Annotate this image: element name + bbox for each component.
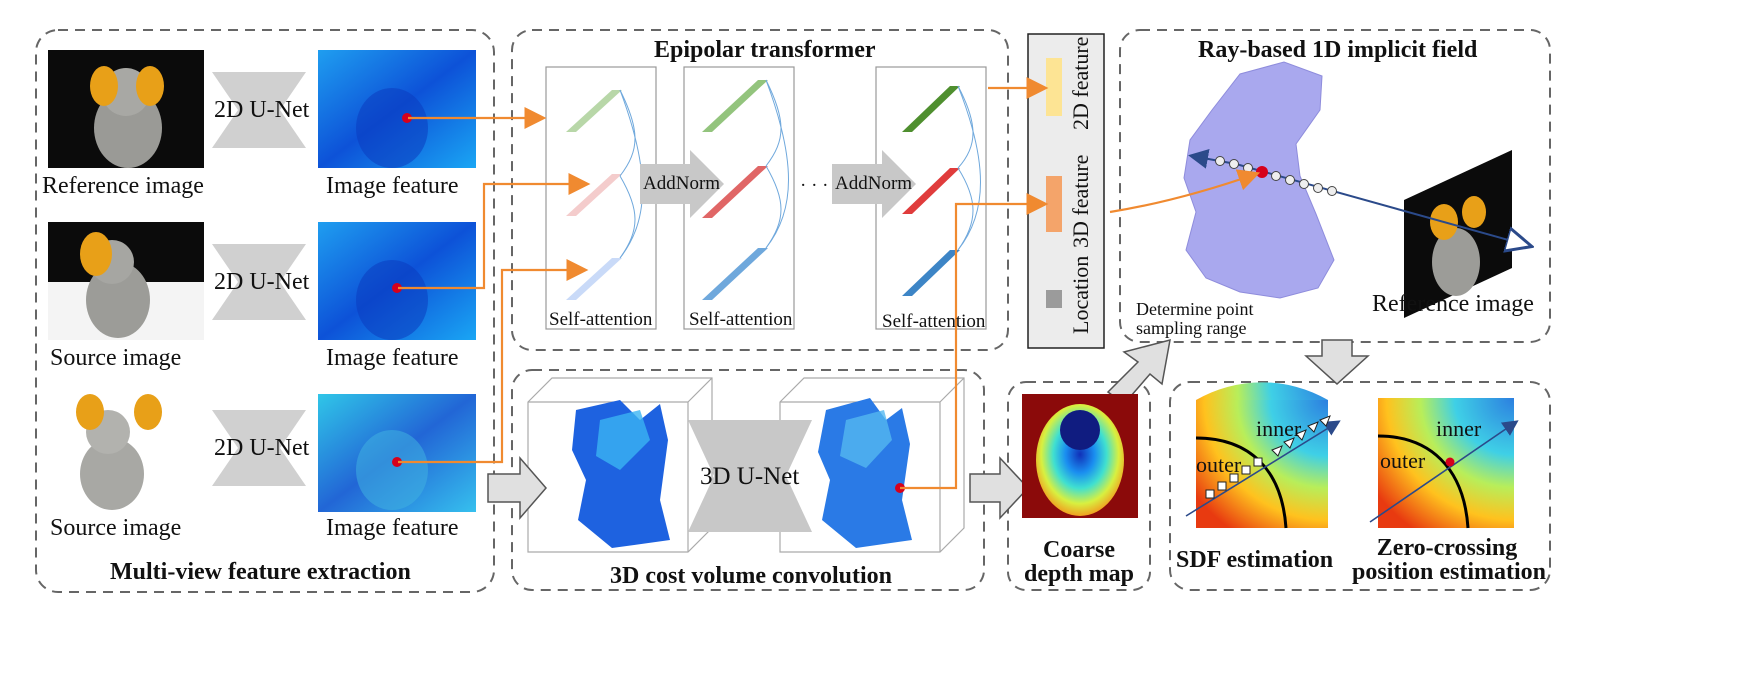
depth-title-line1: Coarse	[1043, 537, 1115, 563]
feature-point-2	[392, 283, 402, 293]
unet-2d-label-3: 2D U-Net	[214, 435, 310, 461]
feature-maps	[318, 50, 476, 512]
zero-crossing-title-line2: position estimation	[1352, 559, 1547, 585]
addnorm-label-1: AddNorm	[643, 173, 721, 194]
lavender-bunny	[1183, 61, 1335, 299]
depth-title-line2: depth map	[1023, 561, 1135, 587]
source-image-label-2: Source image	[50, 515, 182, 541]
unet-3d-shape	[688, 420, 812, 532]
token-bars	[566, 80, 960, 300]
reference-image-label-ray: Reference image	[1372, 291, 1534, 317]
feature-chip-location	[1046, 290, 1062, 308]
reference-image-label: Reference image	[42, 173, 204, 199]
input-images	[48, 50, 204, 510]
inner-label-2: inner	[1436, 416, 1482, 441]
source-image-label-1: Source image	[50, 345, 182, 371]
feature-extraction-title: Multi-view feature extraction	[110, 559, 411, 585]
feature-3d-label: 3D feature	[1068, 154, 1093, 248]
unet-2d-label-1: 2D U-Net	[214, 97, 310, 123]
cost-volume-cubes	[527, 377, 965, 553]
zero-crossing-title-line1: Zero-crossing	[1376, 535, 1518, 561]
feature-2d-label: 2D feature	[1068, 36, 1093, 130]
self-attention-label-3: Self-attention	[882, 311, 986, 332]
unet-2d-shapes	[212, 72, 306, 486]
sampling-range-label: Determine point sampling range	[1136, 299, 1254, 338]
inner-label-1: inner	[1256, 416, 1302, 441]
outer-label-1: outer	[1196, 452, 1242, 477]
sdf-estimation-title: SDF estimation	[1176, 547, 1334, 573]
feature-extraction-panel	[35, 29, 495, 593]
feature-chip-2d	[1046, 58, 1062, 116]
ray-field-title: Ray-based 1D implicit field	[1198, 37, 1478, 63]
ellipsis: · · ·	[800, 175, 829, 196]
zero-crossing-figure	[1369, 398, 1519, 529]
addnorm-arrows	[640, 150, 916, 218]
sdf-estimation-figure	[1185, 382, 1341, 529]
unet-2d-label-2: 2D U-Net	[214, 269, 310, 295]
epipolar-title: Epipolar transformer	[654, 37, 876, 63]
location-label: Location	[1068, 255, 1093, 334]
sdf-panel	[1169, 381, 1551, 591]
feature-point-1	[402, 113, 412, 123]
self-attention-label-2: Self-attention	[689, 309, 793, 330]
outer-label-2: outer	[1380, 448, 1426, 473]
self-attention-label-1: Self-attention	[549, 309, 653, 330]
surface-point	[1256, 166, 1268, 178]
addnorm-label-2: AddNorm	[835, 173, 913, 194]
image-feature-label-1: Image feature	[326, 173, 459, 199]
cost-volume-title: 3D cost volume convolution	[610, 563, 892, 589]
feature-chip-3d	[1046, 176, 1062, 232]
camera-ray	[1188, 149, 1530, 246]
orange-connections	[398, 77, 1261, 490]
image-feature-label-2: Image feature	[326, 345, 459, 371]
flow-block-arrows	[487, 338, 1370, 521]
image-feature-label-3: Image feature	[326, 515, 459, 541]
reference-image-plane	[1404, 150, 1512, 318]
epipolar-panel	[511, 29, 1009, 351]
unet-3d-label: 3D U-Net	[700, 463, 800, 490]
feature-point-3	[392, 457, 402, 467]
depth-panel	[1007, 381, 1151, 591]
voxel-volumes	[572, 398, 912, 548]
